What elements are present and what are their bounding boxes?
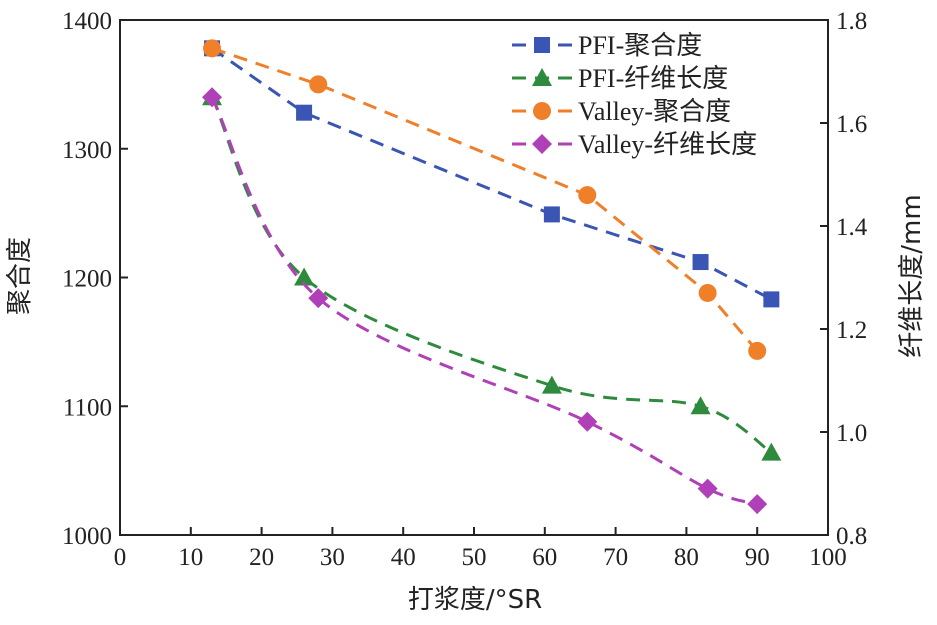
legend-marker-diamond [532,134,552,154]
data-point-circle [698,283,717,302]
data-point-triangle [761,442,782,461]
y-right-tick-label: 1.4 [836,214,868,241]
data-point-diamond [308,288,329,309]
y-left-axis-title: 聚合度 [5,237,35,315]
x-tick-label: 10 [178,544,203,571]
y-left-tick-label: 1200 [62,266,112,293]
series-line [211,46,759,352]
data-point-diamond [577,411,598,432]
data-point-circle [578,186,597,205]
y-right-tick-label: 1.2 [836,317,867,344]
data-point-triangle [690,396,711,415]
legend-entry: PFI-聚合度 [512,31,702,60]
x-tick-label: 60 [532,544,557,571]
legend-marker-triangle [532,68,552,86]
y-right-tick-label: 1.6 [836,111,867,138]
x-tick-label: 20 [249,544,274,571]
x-tick-label: 80 [674,544,699,571]
legend-entry: PFI-纤维长度 [512,64,728,93]
data-point-square [692,254,709,271]
y-right-tick-label: 0.8 [836,523,867,550]
legend-entry: Valley-聚合度 [512,97,731,126]
x-tick-label: 30 [320,544,345,571]
series-4 [202,87,768,515]
y-right-tick-label: 1.0 [836,420,867,447]
legend-entry: Valley-纤维长度 [512,130,757,159]
data-point-diamond [747,494,768,515]
x-tick-label: 70 [603,544,628,571]
x-tick-label: 0 [114,544,127,571]
data-point-square [296,104,313,121]
legend-label: Valley-聚合度 [578,97,731,126]
series-line [210,96,758,506]
series-3 [203,39,767,360]
legend-marker-square [534,37,550,53]
data-point-diamond [202,87,223,108]
legend-marker-circle [533,102,551,120]
y-right-tick-label: 1.8 [836,8,867,35]
x-tick-label: 40 [391,544,416,571]
axes: 0 10 20 30 40 50 60 70 80 90 100 1000 1100 1200 1300 14… [62,8,868,571]
data-point-diamond [697,478,718,499]
data-point-triangle [541,375,562,394]
legend-label: PFI-聚合度 [578,31,702,60]
x-tick-label: 100 [809,544,847,571]
x-tick-label: 90 [745,544,770,571]
y-right-axis-title: 纤维长度/mm [897,194,927,357]
y-left-tick-label: 1100 [63,394,112,421]
data-point-circle [203,39,222,58]
series-layer [202,39,782,515]
y-left-tick-label: 1400 [62,8,112,35]
y-left-tick-label: 1300 [62,137,112,164]
legend-label: PFI-纤维长度 [578,64,728,93]
legend: PFI-聚合度 PFI-纤维长度 Valley-聚合度 Valley-纤维长度 [512,31,757,159]
series-2 [202,87,782,461]
y-left-tick-label: 1000 [62,523,112,550]
data-point-circle [309,75,328,94]
x-tick-label: 50 [462,544,487,571]
legend-label: Valley-纤维长度 [578,130,757,159]
data-point-circle [748,341,767,360]
data-point-triangle [294,267,315,286]
x-axis-title: 打浆度/°SR [408,585,542,615]
data-point-square [543,206,560,223]
data-point-square [763,291,780,308]
